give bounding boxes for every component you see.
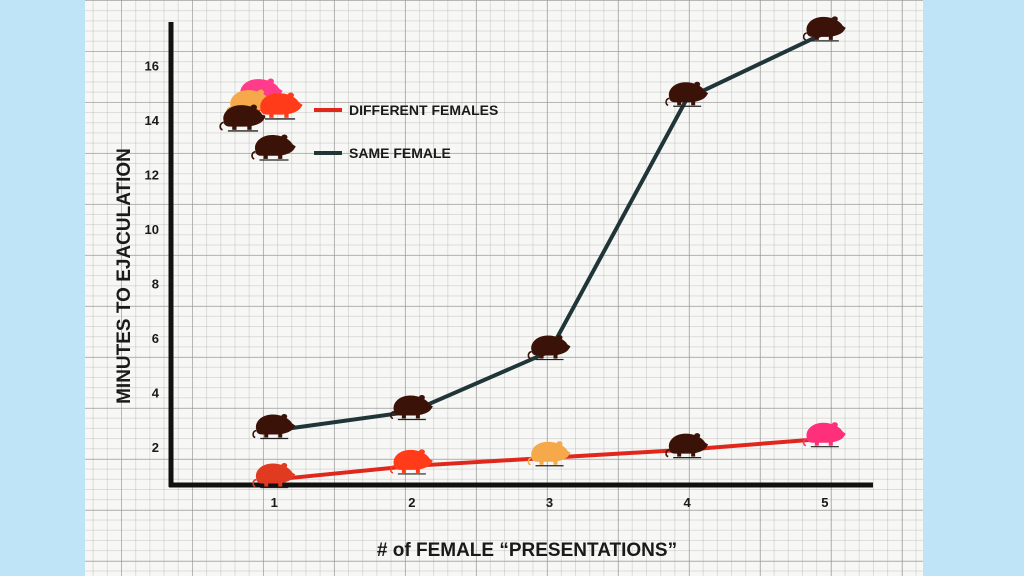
series-markers [252, 15, 847, 489]
x-axis-title: # of FEMALE “PRESENTATIONS” [377, 540, 677, 561]
x-tick-label: 2 [408, 495, 415, 510]
rat-marker-icon [527, 440, 572, 467]
y-axis-title: MINUTES TO EJACULATION [114, 148, 135, 404]
x-tick-label: 4 [684, 495, 692, 510]
y-tick-label: 6 [152, 331, 159, 346]
y-tick-label: 10 [145, 222, 159, 237]
series-line-1 [273, 31, 826, 433]
rat-marker-icon [389, 448, 434, 475]
y-tick-label: 16 [145, 59, 159, 74]
rat-marker-icon [802, 421, 847, 448]
graph-paper-background [85, 0, 923, 576]
legend-label-same-female: SAME FEMALE [349, 145, 451, 161]
y-tick-label: 8 [152, 276, 159, 291]
legend-rat-icon-same-female [251, 134, 297, 161]
x-tick-label: 1 [271, 495, 278, 510]
y-tick-label: 4 [152, 385, 160, 400]
y-tick-label: 12 [145, 168, 159, 183]
legend-rat-cluster [219, 78, 304, 132]
series-lines [273, 31, 826, 482]
rat-marker-icon [252, 413, 297, 440]
x-tick-labels: 1 2 3 4 5 [271, 495, 829, 510]
x-tick-label: 5 [821, 495, 828, 510]
y-tick-labels: 2 4 6 8 10 12 14 16 [145, 59, 160, 455]
y-tick-label: 2 [152, 440, 159, 455]
rat-marker-icon [389, 394, 434, 421]
y-tick-label: 14 [145, 113, 160, 128]
rat-marker-icon [665, 432, 709, 459]
legend: DIFFERENT FEMALES SAME FEMALE [219, 78, 498, 161]
rat-marker-icon [802, 15, 847, 42]
x-tick-label: 3 [546, 495, 553, 510]
legend-label-different-females: DIFFERENT FEMALES [349, 102, 498, 118]
rat-marker-icon [665, 81, 709, 108]
